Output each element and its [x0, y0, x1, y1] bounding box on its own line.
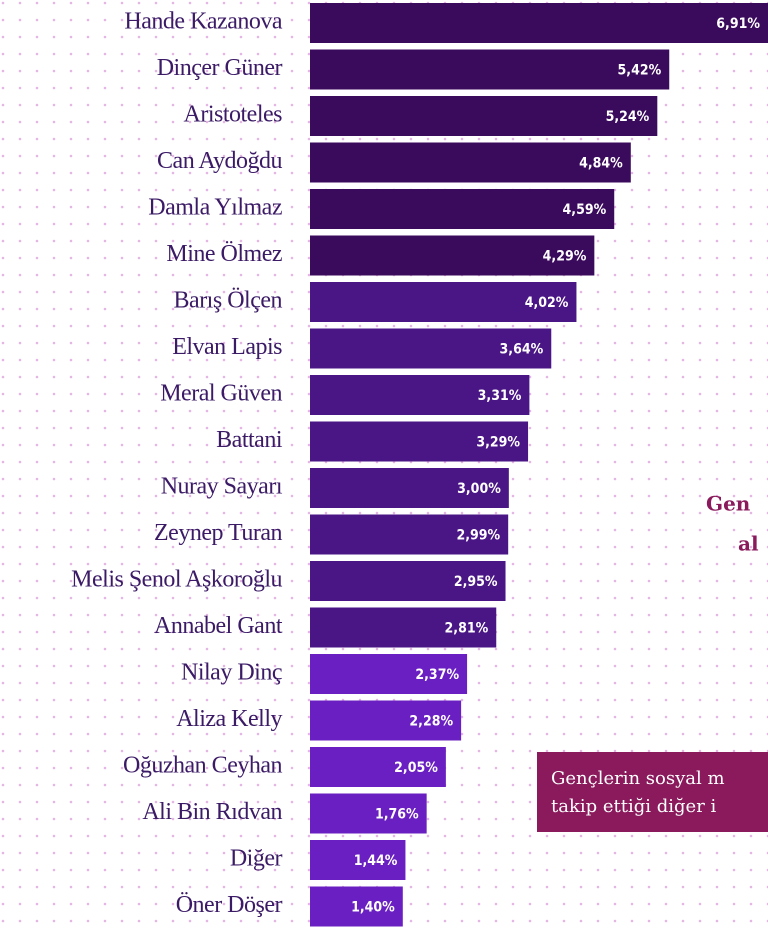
value-label: 6,91% — [716, 16, 760, 32]
category-label: Dinçer Güner — [157, 55, 283, 81]
value-label: 1,40% — [351, 900, 395, 916]
category-label: Ali Bin Rıdvan — [142, 799, 282, 825]
value-label: 4,29% — [543, 249, 587, 265]
category-label: Meral Güven — [160, 381, 282, 407]
value-label: 2,37% — [415, 667, 459, 683]
value-label: 2,81% — [445, 621, 489, 637]
category-label: Oğuzhan Ceyhan — [123, 753, 282, 779]
value-label: 4,59% — [563, 202, 607, 218]
bar — [310, 421, 529, 462]
category-label: Damla Yılmaz — [148, 195, 282, 221]
value-label: 3,64% — [500, 342, 544, 358]
note-line: Gençlerin sosyal m — [551, 768, 725, 789]
value-label: 1,76% — [375, 807, 419, 823]
bar — [310, 3, 768, 43]
value-label: 4,84% — [579, 156, 623, 172]
category-label: Aliza Kelly — [176, 706, 282, 732]
category-label: Annabel Gant — [154, 613, 283, 639]
category-label: Hande Kazanova — [124, 9, 282, 35]
category-label: Zeynep Turan — [154, 520, 282, 546]
value-label: 4,02% — [525, 295, 569, 311]
annotation: Gen — [706, 492, 751, 516]
category-label: Nilay Dinç — [181, 660, 282, 686]
value-label: 5,24% — [606, 109, 650, 125]
value-label: 2,99% — [456, 528, 500, 544]
value-label: 2,95% — [454, 574, 498, 590]
value-label: 2,28% — [409, 714, 453, 730]
value-label: 3,29% — [476, 435, 520, 451]
bar — [310, 142, 631, 183]
category-label: Elvan Lapis — [172, 334, 282, 360]
bar — [310, 235, 595, 276]
value-label: 1,44% — [354, 853, 398, 869]
category-label: Battani — [216, 427, 283, 453]
bar — [310, 654, 468, 694]
value-label: 3,00% — [457, 481, 501, 497]
bar — [310, 886, 403, 927]
note-box — [537, 752, 768, 832]
category-label: Melis Şenol Aşkoroğlu — [71, 567, 282, 593]
category-label: Aristoteles — [184, 102, 283, 128]
bar — [310, 514, 509, 555]
bar — [310, 840, 406, 880]
bar — [310, 747, 446, 787]
category-label: Nuray Sayarı — [161, 474, 283, 500]
value-label: 5,42% — [618, 63, 662, 79]
bar — [310, 189, 615, 229]
bar — [310, 468, 509, 508]
value-label: 3,31% — [478, 388, 522, 404]
bar — [310, 96, 658, 136]
bar — [310, 328, 552, 369]
bar — [310, 793, 427, 834]
bar — [310, 375, 530, 415]
category-label: Diğer — [230, 846, 283, 872]
note-line: takip ettiği diğer i — [551, 796, 717, 817]
bar — [310, 700, 462, 741]
value-label: 2,05% — [394, 760, 438, 776]
bar — [310, 607, 497, 648]
category-label: Mine Ölmez — [166, 241, 282, 267]
category-label: Barış Ölçen — [174, 288, 283, 314]
bar — [310, 282, 577, 322]
bar — [310, 561, 506, 601]
bar — [310, 49, 670, 90]
category-label: Can Aydoğdu — [157, 148, 282, 174]
annotation: al — [738, 532, 759, 556]
category-label: Öner Döşer — [176, 892, 283, 918]
